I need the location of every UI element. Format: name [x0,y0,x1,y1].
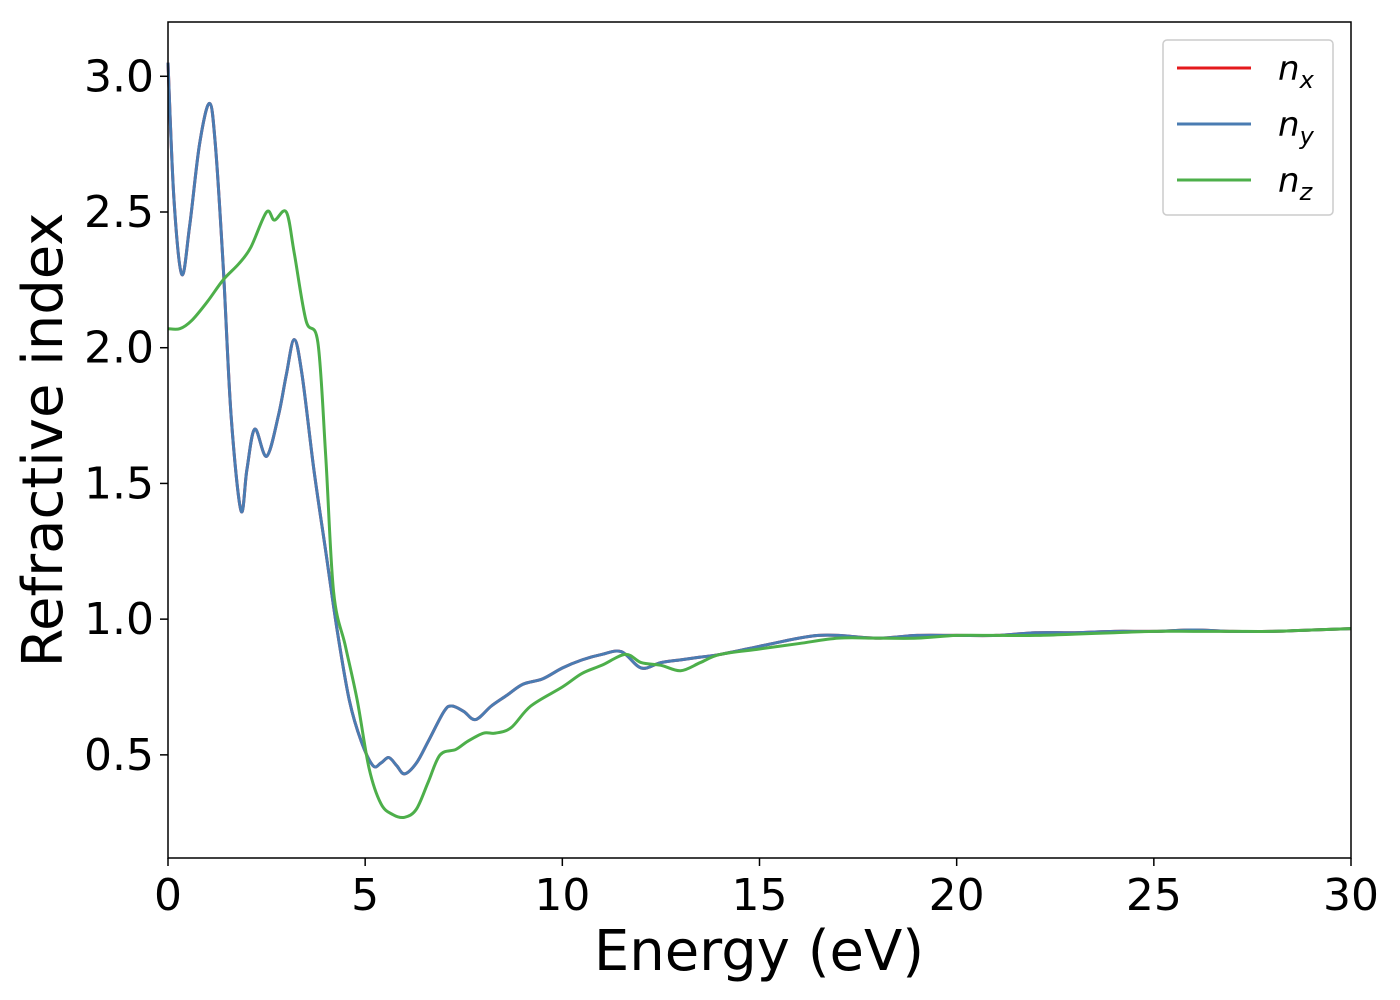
series-line-nz [167,209,1352,820]
legend-label-nz: nz [1278,161,1314,206]
x-tick-label: 10 [534,870,590,921]
y-tick-label: 3.0 [84,51,154,102]
legend-box [1162,39,1334,216]
y-tick-label: 2.0 [84,323,154,374]
y-axis-ticks: 0.5 1.0 1.5 2.0 2.5 3.0 [84,51,168,781]
legend-label-subscript: y [1299,122,1315,150]
x-tick-label: 30 [1323,870,1379,921]
series-line-ny [166,62,1352,776]
x-tick-label: 20 [929,870,985,921]
y-tick-label: 2.5 [84,187,154,238]
legend-label-base: n [1278,161,1300,201]
legend-label-base: n [1278,105,1300,145]
x-axis-title: Energy (eV) [594,919,924,984]
plot-area [168,22,1351,858]
y-tick-label: 1.0 [84,594,154,645]
x-axis-ticks: 0 5 10 15 20 25 30 [154,858,1379,921]
y-tick-label: 1.5 [84,458,154,509]
x-tick-label: 15 [732,870,788,921]
legend-label-ny: ny [1278,105,1315,150]
legend-label-subscript: x [1299,66,1315,94]
x-tick-label: 0 [154,870,182,921]
x-tick-label: 5 [351,870,379,921]
y-axis-title: Refractive index [11,213,76,668]
legend-label-subscript: z [1299,178,1314,206]
y-tick-label: 0.5 [84,730,154,781]
x-tick-label: 25 [1126,870,1182,921]
series-layer [166,62,1352,820]
legend-label-base: n [1278,49,1300,89]
legend-label-nx: nx [1278,49,1315,94]
